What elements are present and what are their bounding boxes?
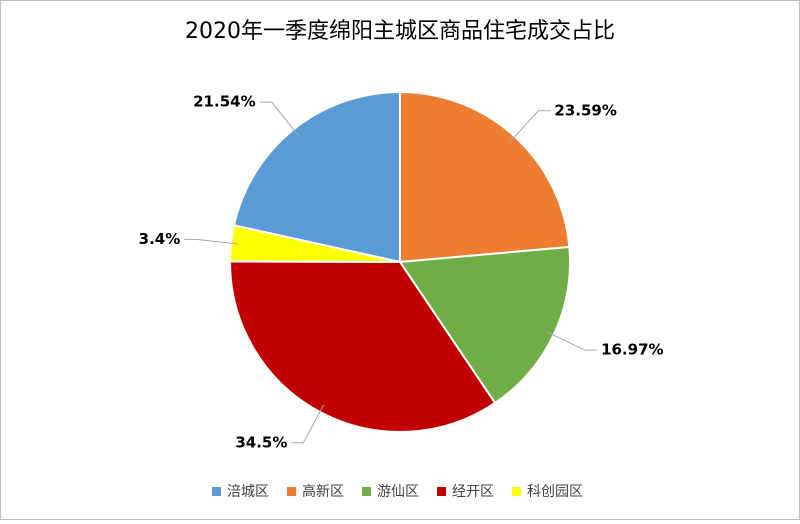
leader-line	[259, 101, 299, 137]
data-label: 23.59%	[554, 101, 616, 119]
legend-swatch	[212, 487, 221, 496]
legend-label: 涪城区	[227, 484, 269, 500]
chart-title: 2020年一季度绵阳主城区商品住宅成交占比	[185, 19, 615, 44]
legend-label: 科创园区	[527, 484, 583, 500]
legend-label: 高新区	[302, 483, 344, 500]
leader-line	[546, 331, 598, 351]
leader-line	[291, 404, 325, 444]
data-label: 21.54%	[193, 93, 255, 111]
leader-line	[184, 238, 240, 245]
legend-label: 经开区	[452, 484, 494, 500]
legend-swatch	[437, 487, 446, 496]
legend-label: 游仙区	[377, 484, 419, 500]
legend-swatch	[287, 487, 296, 496]
data-label: 34.5%	[235, 433, 287, 451]
data-label: 16.97%	[601, 341, 663, 359]
legend-swatch	[512, 487, 521, 496]
legend-swatch	[362, 487, 371, 496]
data-label: 3.4%	[139, 230, 181, 248]
leader-line	[508, 110, 551, 143]
